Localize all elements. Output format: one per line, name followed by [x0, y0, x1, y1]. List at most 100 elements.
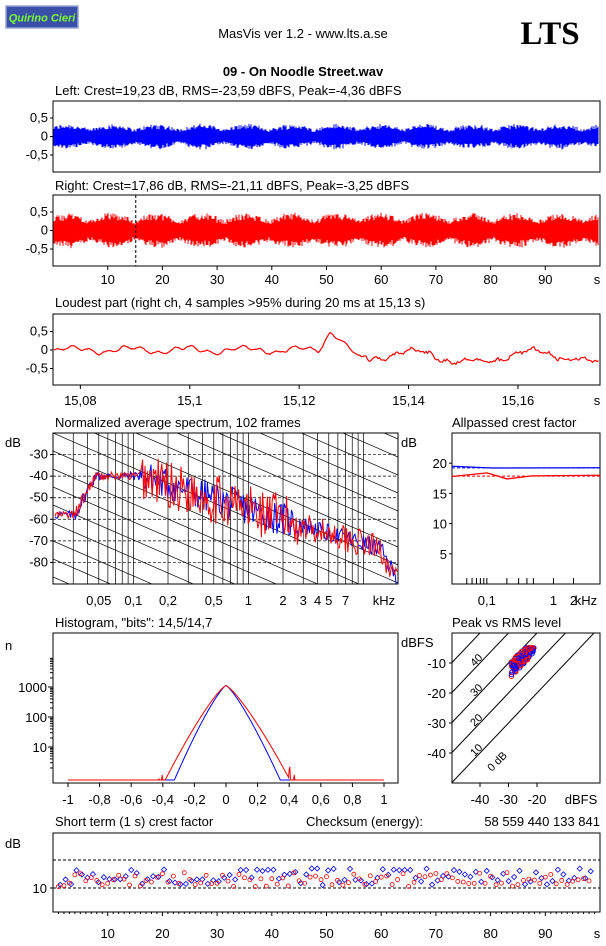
- crest-point-right: [209, 881, 215, 886]
- x-tick-label: 15,12: [283, 393, 316, 408]
- crest-point-left: [56, 881, 64, 888]
- peak-rms-point: [515, 655, 522, 661]
- spectrum-ylabel: dB: [5, 435, 21, 450]
- y-tick-label: -40: [29, 468, 48, 483]
- x-tick-label: -1: [62, 792, 74, 807]
- crest-point-left: [144, 876, 151, 883]
- x-tick-label: 30: [210, 272, 224, 287]
- crest-point-left: [352, 876, 359, 883]
- y-tick-label: -60: [29, 511, 48, 526]
- crest-point-right: [340, 882, 346, 888]
- x-tick-label: 60: [374, 926, 388, 941]
- crest-point-right: [586, 878, 592, 884]
- crest-point-right: [67, 880, 72, 886]
- histogram-title: Histogram, "bits": 14,5/14,7: [55, 615, 212, 630]
- crest-point-left: [259, 867, 266, 875]
- histogram-frame: [52, 632, 399, 784]
- crest-point-right: [318, 877, 324, 883]
- crest-point-left: [423, 865, 430, 872]
- crest-point-left: [62, 876, 69, 883]
- crest-point-left: [467, 873, 474, 880]
- crest-point-right: [181, 870, 187, 876]
- spectrum-title: Normalized average spectrum, 102 frames: [55, 415, 301, 430]
- x-unit-label: kHz: [575, 593, 597, 608]
- x-tick-label: 0,8: [343, 792, 361, 807]
- x-tick-label: 15,08: [64, 393, 97, 408]
- x-tick-label: 60: [374, 272, 388, 287]
- x-tick-label: 90: [538, 272, 552, 287]
- spectrum-slope-line: [176, 433, 398, 530]
- crest-point-right: [94, 878, 100, 883]
- x-tick-label: 15,16: [502, 393, 535, 408]
- x-tick-label: -20: [528, 792, 547, 807]
- crest-point-left: [500, 870, 507, 877]
- x-tick-label: 70: [429, 272, 443, 287]
- left-waveform-panel: 0,5 0 -0,5: [26, 100, 601, 173]
- crest-point-left: [237, 866, 244, 874]
- crest-point-left: [565, 877, 572, 884]
- crest-point-right: [231, 884, 236, 889]
- peak-rms-point: [513, 665, 519, 671]
- waveform-signal: [53, 212, 599, 249]
- crest-point-right: [510, 883, 515, 889]
- x-tick-label: 1: [380, 792, 387, 807]
- crest-point-right: [570, 878, 576, 884]
- crest-point-left: [434, 877, 441, 884]
- x-tick-label: 0,1: [478, 593, 496, 608]
- crest-point-left: [139, 880, 146, 887]
- y-tick-label: 10: [433, 517, 447, 532]
- crest-point-left: [95, 879, 102, 886]
- loudest-frame: [52, 313, 601, 386]
- crest-point-right: [559, 878, 565, 883]
- crest-point-right: [296, 878, 302, 884]
- crest-point-right: [345, 880, 351, 886]
- crest-point-right: [110, 877, 116, 883]
- crest-point-right: [263, 883, 269, 889]
- crest-point-left: [242, 866, 250, 874]
- peak-rms-point: [509, 669, 516, 675]
- crest-point-left: [494, 876, 501, 884]
- y-tick-label: 0: [41, 342, 48, 357]
- x-tick-label: 50: [319, 926, 333, 941]
- spectrum-slope-line: [53, 558, 112, 584]
- crest-point-right: [313, 873, 318, 879]
- crest-point-left: [461, 871, 469, 878]
- x-tick-label: 15,1: [177, 393, 202, 408]
- crest-point-left: [297, 880, 304, 887]
- crest-point-right: [307, 874, 313, 880]
- crest-point-left: [160, 866, 168, 873]
- y-tick-label: -0,5: [26, 147, 48, 162]
- crest-point-left: [385, 871, 392, 878]
- crest-point-right: [466, 881, 472, 886]
- crest-point-left: [390, 866, 397, 873]
- crest-point-left: [193, 876, 200, 883]
- crest-point-left: [483, 867, 490, 875]
- x-tick-label: 15,14: [392, 393, 425, 408]
- x-tick-label: 70: [429, 926, 443, 941]
- histogram-curve: [68, 684, 384, 781]
- histogram-ylabel: n: [5, 638, 12, 653]
- y-tick-label: -30: [29, 447, 48, 462]
- peak-rms-point: [510, 662, 516, 668]
- crest-point-left: [330, 865, 337, 872]
- crest-point-left: [117, 876, 124, 883]
- spectrum-slope-line: [217, 433, 398, 512]
- checksum-value: 58 559 440 133 841: [484, 814, 600, 829]
- spectrum-slope-line: [53, 450, 360, 584]
- crest-point-left: [527, 878, 534, 885]
- crest-point-right: [499, 880, 504, 886]
- crest-point-right: [99, 882, 105, 888]
- crest-point-right: [274, 881, 280, 887]
- x-tick-label: 4: [314, 593, 321, 608]
- crest-point-right: [225, 878, 231, 884]
- y-tick-label: -80: [29, 554, 48, 569]
- crest-point-right: [455, 879, 461, 884]
- y-tick-label: -40: [427, 746, 446, 761]
- crest-point-right: [105, 880, 111, 886]
- crest-point-left: [549, 877, 556, 885]
- x-tick-label: 20: [155, 272, 169, 287]
- crest-point-left: [264, 866, 272, 873]
- crest-point-right: [324, 874, 329, 879]
- crest-point-left: [106, 875, 113, 883]
